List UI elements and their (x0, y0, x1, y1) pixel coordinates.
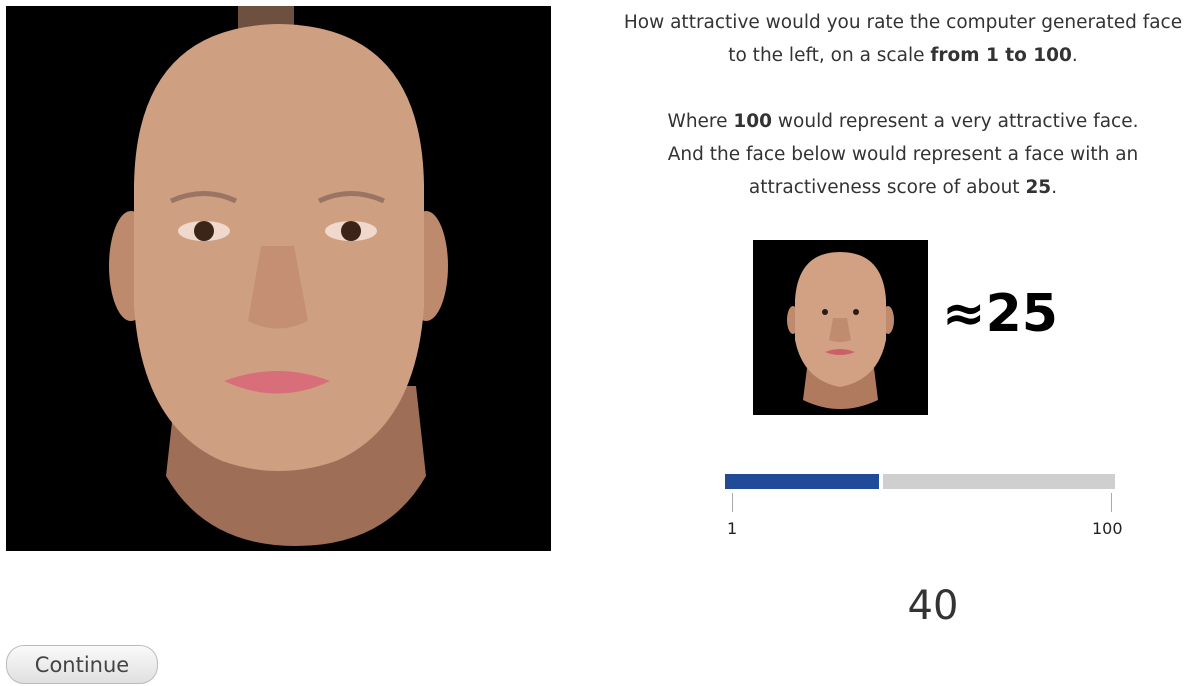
text: . (1051, 177, 1058, 198)
slider-max-label: 100 (1092, 519, 1123, 538)
question-text: How attractive would you rate the comput… (613, 6, 1193, 72)
example-face-image (753, 240, 928, 415)
main-face-image (6, 6, 551, 551)
text: Where (667, 111, 734, 132)
text: from 1 to 100 (930, 45, 1072, 66)
text: . (1071, 45, 1078, 66)
slider-min-label: 1 (727, 519, 738, 538)
text: How attractive would you rate the comput… (623, 12, 1183, 66)
slider-tick (1111, 493, 1112, 512)
slider-fill[interactable] (725, 474, 883, 489)
continue-button[interactable]: Continue (6, 645, 158, 684)
example-label: ≈25 (942, 284, 1058, 344)
slider-value: 40 (907, 583, 959, 629)
text: 25 (1025, 177, 1052, 198)
slider-tick (732, 493, 733, 512)
explanation-line: And the face below would represent a fac… (613, 138, 1193, 204)
text: And the face below would represent a fac… (667, 144, 1139, 198)
text: 100 (733, 111, 773, 132)
text: would represent a very attractive face. (772, 111, 1139, 132)
explanation-line: Where 100 would represent a very attract… (613, 105, 1193, 138)
